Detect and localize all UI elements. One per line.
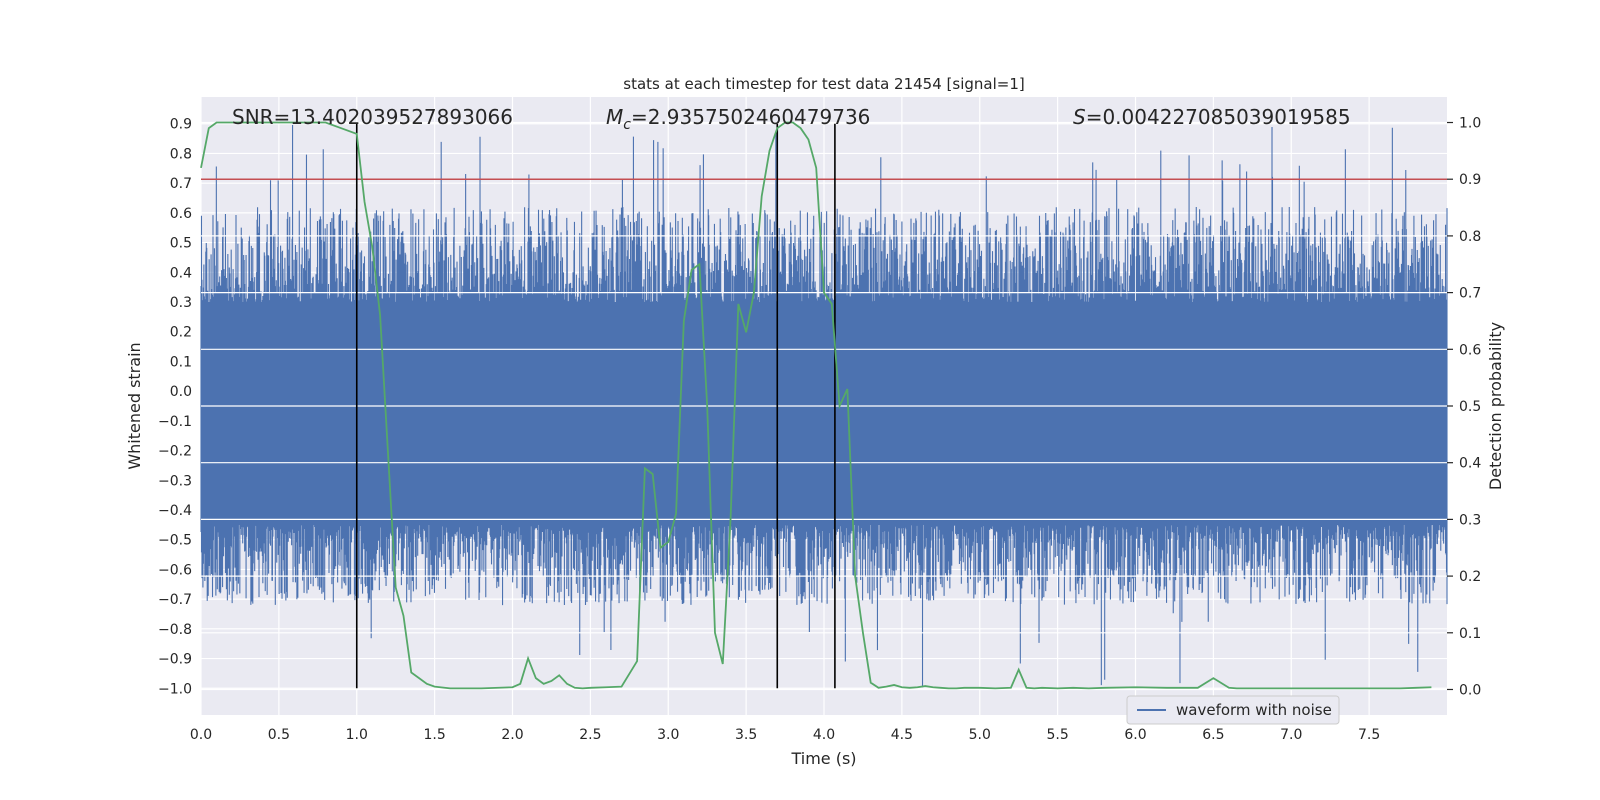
y2-tick-label: 1.0 xyxy=(1459,116,1481,132)
legend-box xyxy=(1126,695,1340,725)
y2-tick-label: 0.6 xyxy=(1459,342,1481,358)
x-tick-label: 5.0 xyxy=(969,727,991,743)
s-symbol: S xyxy=(1073,105,1086,129)
y-tick-label: 0.7 xyxy=(170,176,192,192)
s-value: =0.004227085039019585 xyxy=(1086,105,1351,129)
y2-tick-label: 0.8 xyxy=(1459,229,1481,245)
x-tick-label: 2.0 xyxy=(501,727,523,743)
x-tick-label: 7.0 xyxy=(1280,727,1302,743)
y-tick-label: 0.5 xyxy=(170,236,192,252)
legend: waveform with noise xyxy=(1126,695,1340,725)
x-tick-label: 6.0 xyxy=(1124,727,1146,743)
overlays xyxy=(201,121,1447,691)
s-annotation: S=0.004227085039019585 xyxy=(1073,105,1351,129)
y2-tick-label: 0.4 xyxy=(1459,456,1481,472)
y-tick-label: −0.2 xyxy=(158,444,192,460)
chirp-mass-subscript: c xyxy=(623,117,631,133)
x-tick-label: 1.0 xyxy=(346,727,368,743)
y2-tick-label: 0.0 xyxy=(1459,682,1481,698)
detection-probability-line xyxy=(200,121,1432,690)
y-tick-label: −0.9 xyxy=(158,652,192,668)
axes: 0.0 0.5 1.0 1.5 2.0 2.5 3.0 3.5 4.0 4.5 5.0 5.5 6.0 6… xyxy=(158,116,1481,743)
y-tick-label: −0.6 xyxy=(158,562,192,578)
y-tick-label: −0.4 xyxy=(158,503,192,519)
x-tick-label: 1.5 xyxy=(423,727,445,743)
x-tick-label: 4.0 xyxy=(813,727,835,743)
y-axis-label: Whitened strain xyxy=(125,342,144,469)
x-tick-label: 0.5 xyxy=(268,727,290,743)
x-tick-label: 4.5 xyxy=(891,727,913,743)
probability-series xyxy=(200,121,1432,690)
y-tick-label: −0.8 xyxy=(158,622,192,638)
y2-tick-label: 0.1 xyxy=(1459,626,1481,642)
y-tick-label: 0.6 xyxy=(170,206,192,222)
x-tick-label: 3.0 xyxy=(657,727,679,743)
y-tick-label: −0.7 xyxy=(158,592,192,608)
legend-label: waveform with noise xyxy=(1176,701,1332,719)
y2-axis-label: Detection probability xyxy=(1486,322,1505,490)
y-tick-label: −0.1 xyxy=(158,414,192,430)
x-tick-label: 0.0 xyxy=(190,727,212,743)
x-tick-label: 7.5 xyxy=(1358,727,1380,743)
snr-annotation: SNR=13.402039527893066 xyxy=(232,105,513,129)
x-tick-label: 2.5 xyxy=(579,727,601,743)
y-tick-label: −1.0 xyxy=(158,681,192,697)
y-tick-label: 0.3 xyxy=(170,295,192,311)
y2-tick-label: 0.9 xyxy=(1459,172,1481,188)
y-tick-label: 0.9 xyxy=(170,117,192,133)
noise-waveform xyxy=(200,124,1448,688)
noise-series xyxy=(200,124,1448,688)
chirp-mass-annotation: Mc=2.9357502460479736 xyxy=(606,105,870,133)
y-tick-label: −0.3 xyxy=(158,473,192,489)
chirp-mass-symbol: M xyxy=(606,105,623,129)
y-tick-label: 0.0 xyxy=(170,384,192,400)
y-tick-label: 0.8 xyxy=(170,146,192,162)
y2-tick-label: 0.5 xyxy=(1459,399,1481,415)
y2-tick-label: 0.7 xyxy=(1459,286,1481,302)
y-tick-label: 0.4 xyxy=(170,265,192,281)
x-tick-label: 6.5 xyxy=(1202,727,1224,743)
x-axis-label: Time (s) xyxy=(790,749,856,768)
y-tick-label: 0.1 xyxy=(170,354,192,370)
x-tick-label: 5.5 xyxy=(1046,727,1068,743)
chirp-mass-value: =2.9357502460479736 xyxy=(631,105,870,129)
y2-tick-label: 0.3 xyxy=(1459,512,1481,528)
x-tick-label: 3.5 xyxy=(735,727,757,743)
y2-tick-label: 0.2 xyxy=(1459,569,1481,585)
chart-title: stats at each timestep for test data 214… xyxy=(623,75,1024,93)
y-tick-label: −0.5 xyxy=(158,533,192,549)
y-tick-label: 0.2 xyxy=(170,325,192,341)
